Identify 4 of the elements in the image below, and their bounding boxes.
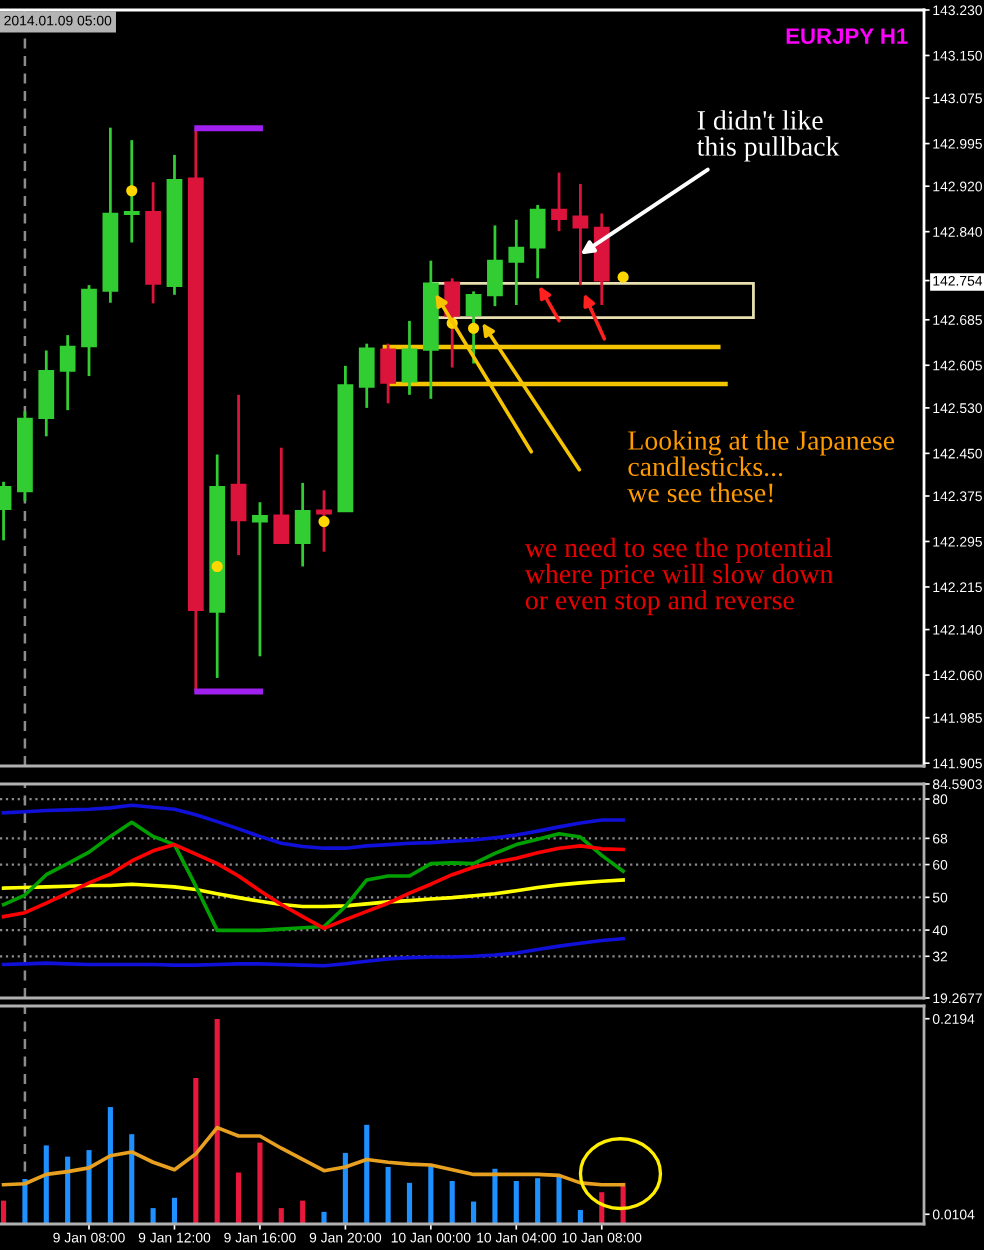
annotation: Looking at the Japanese candlesticks... we see these! — [627, 430, 895, 503]
annotation: I didn't like this pullback — [696, 110, 840, 162]
annotation: we need to see the potential where price will slow down or even stop and reverse — [524, 537, 833, 616]
text: EURJPY H1 — [786, 28, 908, 44]
